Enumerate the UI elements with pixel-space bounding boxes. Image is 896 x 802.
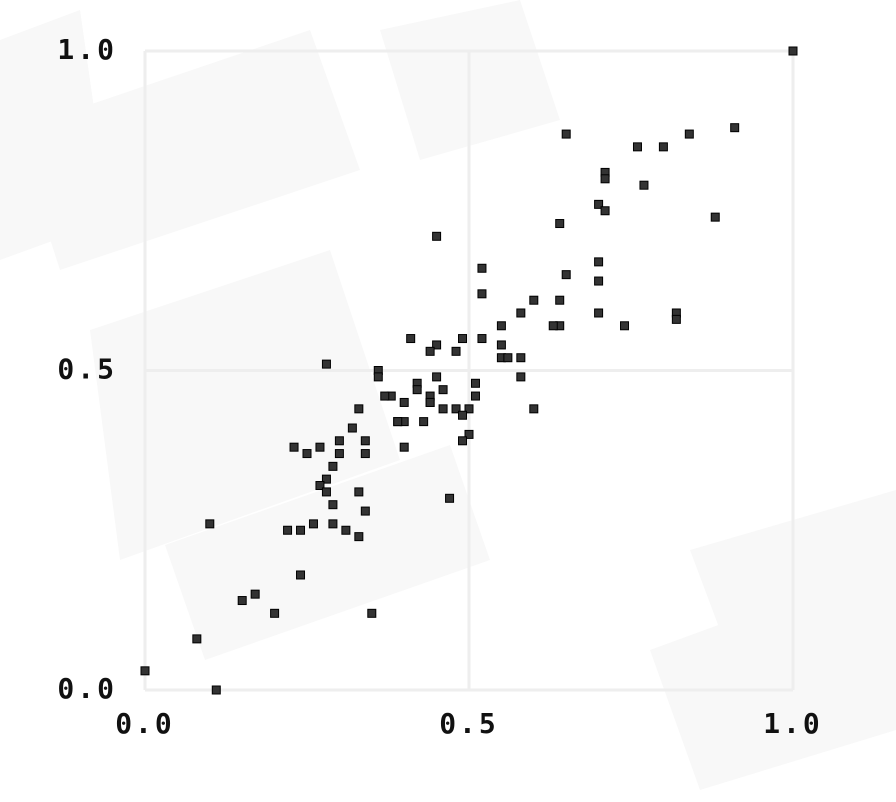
point: [600, 206, 610, 216]
point: [347, 423, 357, 433]
point: [360, 449, 370, 459]
point: [283, 525, 293, 535]
bg-shape: [650, 560, 896, 790]
point: [477, 289, 487, 299]
point: [594, 199, 604, 209]
point: [373, 372, 383, 382]
point: [432, 340, 442, 350]
point: [529, 404, 539, 414]
point: [464, 404, 474, 414]
point: [296, 570, 306, 580]
point: [671, 314, 681, 324]
point: [328, 461, 338, 471]
point: [529, 295, 539, 305]
point: [315, 442, 325, 452]
point: [684, 129, 694, 139]
x-tick-label: 0.0: [115, 707, 175, 740]
point: [406, 334, 416, 344]
point: [594, 276, 604, 286]
point: [419, 417, 429, 427]
point: [438, 385, 448, 395]
point: [412, 385, 422, 395]
point: [496, 340, 506, 350]
point: [321, 474, 331, 484]
point: [788, 46, 798, 56]
bg-shape: [165, 445, 490, 660]
point: [445, 493, 455, 503]
point: [289, 442, 299, 452]
point: [341, 525, 351, 535]
point: [334, 436, 344, 446]
y-tick-label: 0.0: [57, 672, 117, 705]
point: [321, 487, 331, 497]
point: [211, 685, 221, 695]
y-tick-label: 1.0: [57, 33, 117, 66]
point: [516, 372, 526, 382]
point: [516, 353, 526, 363]
point: [250, 589, 260, 599]
x-tick-label: 0.5: [439, 707, 499, 740]
point: [334, 449, 344, 459]
point: [496, 321, 506, 331]
point: [451, 346, 461, 356]
point: [548, 321, 558, 331]
y-tick-label: 0.5: [57, 353, 117, 386]
point: [458, 436, 468, 446]
point: [451, 404, 461, 414]
point: [632, 142, 642, 152]
point: [393, 417, 403, 427]
point: [399, 442, 409, 452]
point: [432, 372, 442, 382]
point: [561, 129, 571, 139]
point: [555, 295, 565, 305]
point: [354, 404, 364, 414]
point: [354, 532, 364, 542]
point: [328, 500, 338, 510]
point: [360, 436, 370, 446]
point: [328, 519, 338, 529]
point: [477, 263, 487, 273]
point: [730, 123, 740, 133]
point: [399, 397, 409, 407]
point: [270, 608, 280, 618]
point: [503, 353, 513, 363]
point: [639, 180, 649, 190]
point: [302, 449, 312, 459]
point: [458, 410, 468, 420]
point: [561, 270, 571, 280]
bg-shape: [0, 10, 110, 260]
point: [367, 608, 377, 618]
x-tick-label: 1.0: [763, 707, 823, 740]
point: [516, 308, 526, 318]
point: [464, 429, 474, 439]
point: [321, 359, 331, 369]
point: [296, 525, 306, 535]
point: [315, 481, 325, 491]
point: [354, 487, 364, 497]
point: [432, 231, 442, 241]
point: [308, 519, 318, 529]
point: [710, 212, 720, 222]
point: [425, 397, 435, 407]
point: [600, 174, 610, 184]
point: [360, 506, 370, 516]
point: [380, 391, 390, 401]
point: [594, 257, 604, 267]
point: [192, 634, 202, 644]
point: [140, 666, 150, 676]
point: [458, 334, 468, 344]
point: [205, 519, 215, 529]
point: [237, 596, 247, 606]
point: [594, 308, 604, 318]
point: [438, 404, 448, 414]
point: [425, 346, 435, 356]
point: [555, 219, 565, 229]
point: [477, 334, 487, 344]
point: [470, 378, 480, 388]
point: [658, 142, 668, 152]
point: [470, 391, 480, 401]
point: [620, 321, 630, 331]
